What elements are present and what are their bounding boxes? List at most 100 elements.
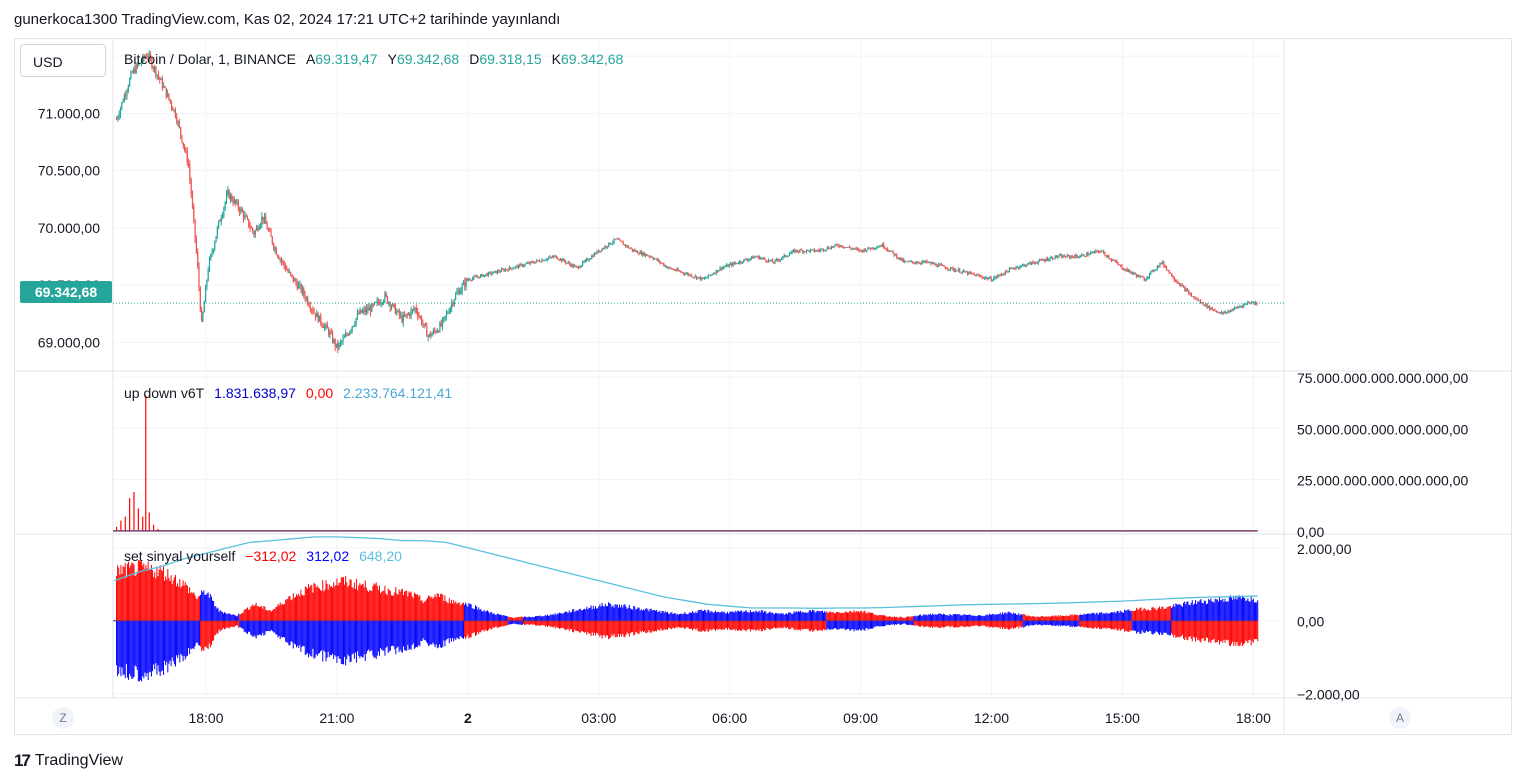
timezone-button[interactable]: Z [52,707,74,729]
candle-body [1107,256,1109,257]
candle-body [288,272,290,273]
candle-body [269,230,271,232]
candle-body [1227,310,1229,312]
candle-body [451,303,453,308]
candle-body [218,220,220,228]
candle-body [880,245,882,247]
candle-body [763,258,766,260]
candle-body [153,66,156,69]
candle-body [347,334,349,336]
candle-body [761,258,763,259]
candle-body [231,195,233,201]
candle-body [762,258,764,259]
candle-body [291,274,293,276]
candle-body [519,264,521,268]
candle-body [617,238,619,240]
candle-body [572,264,575,267]
candle-body [453,299,455,305]
candle-body [881,243,884,247]
candle-body [584,260,586,262]
candle-body [651,256,653,258]
candle-body [736,263,738,264]
candle-body [1226,311,1228,313]
candle-body [441,319,444,326]
candle-body [324,325,326,328]
candle-body [885,248,887,250]
indicator1-value3: 2.233.764.121,41 [343,385,453,401]
candle-body [1159,262,1161,267]
currency-button[interactable]: USD [20,44,106,77]
candle-body [134,68,136,73]
candle-body [999,274,1001,276]
candle-body [841,245,843,248]
candle-body [1058,255,1060,257]
candle-body [833,245,835,248]
tradingview-logo[interactable]: 17 TradingView [14,751,123,771]
candle-body [223,207,225,215]
candle-body [1143,277,1145,281]
candle-body [308,304,310,307]
candle-body [546,258,548,260]
indicator1-tick-label: 50.000.000.000.000.000,00 [1297,421,1468,437]
candle-body [837,244,839,246]
candle-body [644,254,647,256]
candle-body [490,272,492,275]
candle-body [486,274,488,276]
candle-body [536,260,538,262]
candle-body [350,330,352,332]
candle-body [883,243,885,248]
candle-body [140,61,143,64]
candle-body [665,265,668,268]
candle-body [227,189,229,195]
auto-scale-button[interactable]: A [1389,707,1411,729]
candle-body [1110,259,1113,261]
low-label: D [469,51,480,67]
candle-body [195,238,197,253]
indicator1-legend: up down v6T 1.831.638,97 0,00 2.233.764.121… [124,385,456,401]
candle-body [557,258,559,260]
candle-body [470,279,472,281]
candle-body [1036,263,1038,264]
candle-body [466,279,469,281]
candle-body [953,269,956,271]
indicator2-name: set sinyal yourself [124,548,236,564]
candle-body [830,246,832,249]
candle-body [986,277,988,280]
candle-body [715,270,717,274]
candle-body [1151,270,1153,272]
candle-body [766,261,768,262]
candle-body [329,332,331,335]
candle-body [356,313,359,319]
time-tick-label: 15:00 [1105,710,1140,726]
candle-body [1088,254,1090,256]
candle-body [1199,300,1202,303]
candle-body [1062,255,1064,258]
candle-body [1065,256,1067,258]
candle-body [1127,269,1130,272]
candle-body [1152,270,1155,272]
candle-body [266,223,268,230]
tradingview-mark-icon: 17 [14,751,31,770]
candle-body [1198,300,1200,302]
candle-body [657,260,660,262]
candle-body [1124,269,1126,271]
candle-body [826,247,829,250]
candle-body [481,274,483,276]
candle-body [1231,310,1233,311]
candle-body [884,247,886,249]
candle-body [1084,256,1086,258]
candle-body [838,245,840,247]
candle-body [977,274,979,276]
candle-body [339,341,342,344]
candle-body [193,206,195,220]
candle-body [1113,260,1115,262]
candle-body [502,269,504,271]
candle-body [390,306,393,308]
candle-body [549,256,551,258]
candle-body [1125,269,1127,271]
candle-body [898,257,901,259]
candle-body [691,276,694,278]
high-value: 69.342,68 [396,51,460,67]
price-tick-label: 69.000,00 [38,334,100,350]
